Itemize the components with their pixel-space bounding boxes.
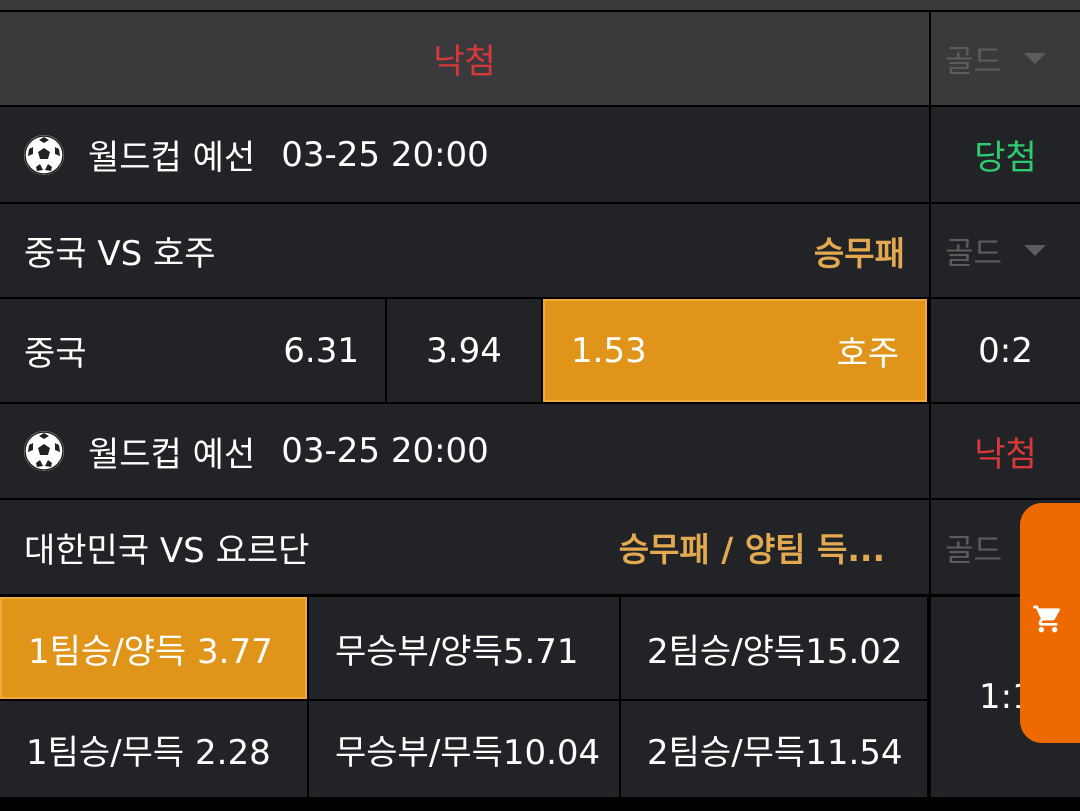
- option-label: 1팀승/양득 3.77: [28, 631, 273, 672]
- top-strip: [0, 0, 1080, 10]
- odd-away-selected[interactable]: 1.53 호주: [543, 299, 927, 402]
- option-label: 무승부/무득10.04: [335, 732, 601, 773]
- option-label: 1팀승/무득 2.28: [26, 732, 271, 773]
- match-result: 낙첨: [931, 404, 1080, 498]
- odd-draw[interactable]: 3.94: [387, 299, 541, 402]
- team-name: 중국: [24, 334, 87, 374]
- option[interactable]: 1팀승/무득 2.28: [0, 701, 307, 797]
- gold-dropdown[interactable]: 골드: [931, 204, 1080, 297]
- option[interactable]: 2팀승/무득11.54: [621, 701, 927, 797]
- league-name: 월드컵 예선: [88, 434, 256, 475]
- gold-dropdown[interactable]: 골드: [931, 12, 1080, 105]
- match-time: 03-25 20:00: [281, 134, 489, 175]
- team-name: 호주: [836, 334, 899, 374]
- score-value: 0:2: [978, 330, 1033, 371]
- odd-value: 1.53: [571, 330, 647, 371]
- option-label: 2팀승/무득11.54: [647, 732, 903, 773]
- option-label: 2팀승/양득15.02: [647, 631, 903, 672]
- market-type: 승무패 / 양팀 득...: [618, 530, 885, 569]
- bet-cart-button[interactable]: [1020, 503, 1080, 743]
- previous-result: 낙첨: [0, 12, 929, 105]
- odd-home[interactable]: 중국 6.31: [0, 299, 385, 402]
- chevron-down-icon: [1024, 245, 1047, 256]
- market-type: 승무패: [813, 233, 905, 273]
- gold-label: 골드: [945, 44, 1003, 80]
- shopping-cart-icon: [1033, 605, 1060, 633]
- soccer-ball-icon: [24, 431, 64, 471]
- match-teams-row: 대한민국 VS 요르단 승무패 / 양팀 득...: [0, 500, 929, 594]
- soccer-ball-icon: [24, 134, 64, 175]
- gold-label: 골드: [945, 236, 1003, 272]
- option-selected[interactable]: 1팀승/양득 3.77: [0, 597, 307, 699]
- teams: 중국 VS 호주: [24, 234, 216, 274]
- result-status: 낙첨: [433, 42, 496, 82]
- match-header: 월드컵 예선 03-25 20:00: [0, 107, 929, 202]
- odd-value: 3.94: [426, 330, 502, 371]
- match-teams-row: 중국 VS 호주 승무패: [0, 204, 929, 297]
- teams: 대한민국 VS 요르단: [24, 530, 310, 571]
- league-name: 월드컵 예선: [88, 138, 256, 178]
- match-time: 03-25 20:00: [281, 431, 489, 471]
- option[interactable]: 2팀승/양득15.02: [621, 597, 927, 699]
- result-status: 낙첨: [974, 434, 1037, 475]
- option[interactable]: 무승부/무득10.04: [309, 701, 619, 797]
- score: 0:2: [931, 299, 1080, 402]
- match-result: 당첨: [931, 107, 1080, 202]
- odd-value: 6.31: [283, 330, 359, 371]
- option[interactable]: 무승부/양득5.71: [309, 597, 619, 699]
- chevron-down-icon: [1024, 53, 1047, 64]
- gold-label: 골드: [945, 532, 1003, 569]
- match-header: 월드컵 예선 03-25 20:00: [0, 404, 929, 498]
- result-status: 당첨: [974, 138, 1037, 178]
- option-label: 무승부/양득5.71: [335, 631, 579, 672]
